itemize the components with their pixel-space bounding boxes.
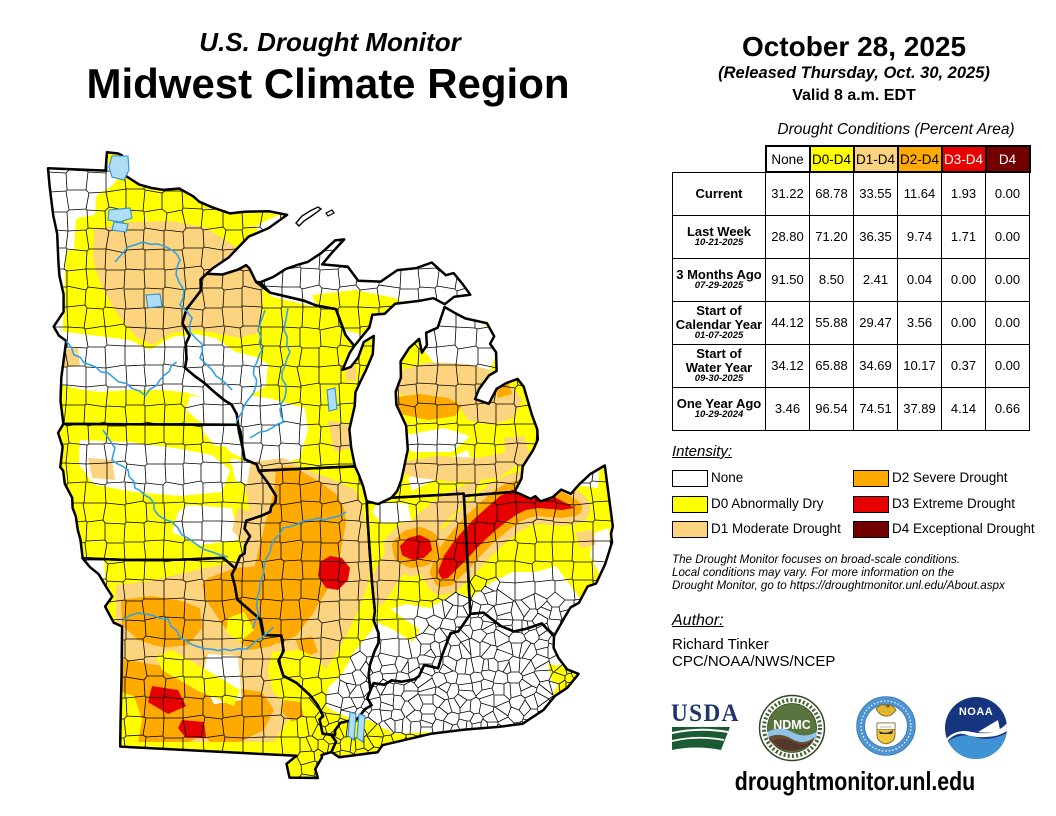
svg-text:NOAA: NOAA (959, 706, 993, 718)
svg-text:USDA: USDA (671, 699, 740, 727)
svg-text:NDMC: NDMC (773, 718, 811, 732)
